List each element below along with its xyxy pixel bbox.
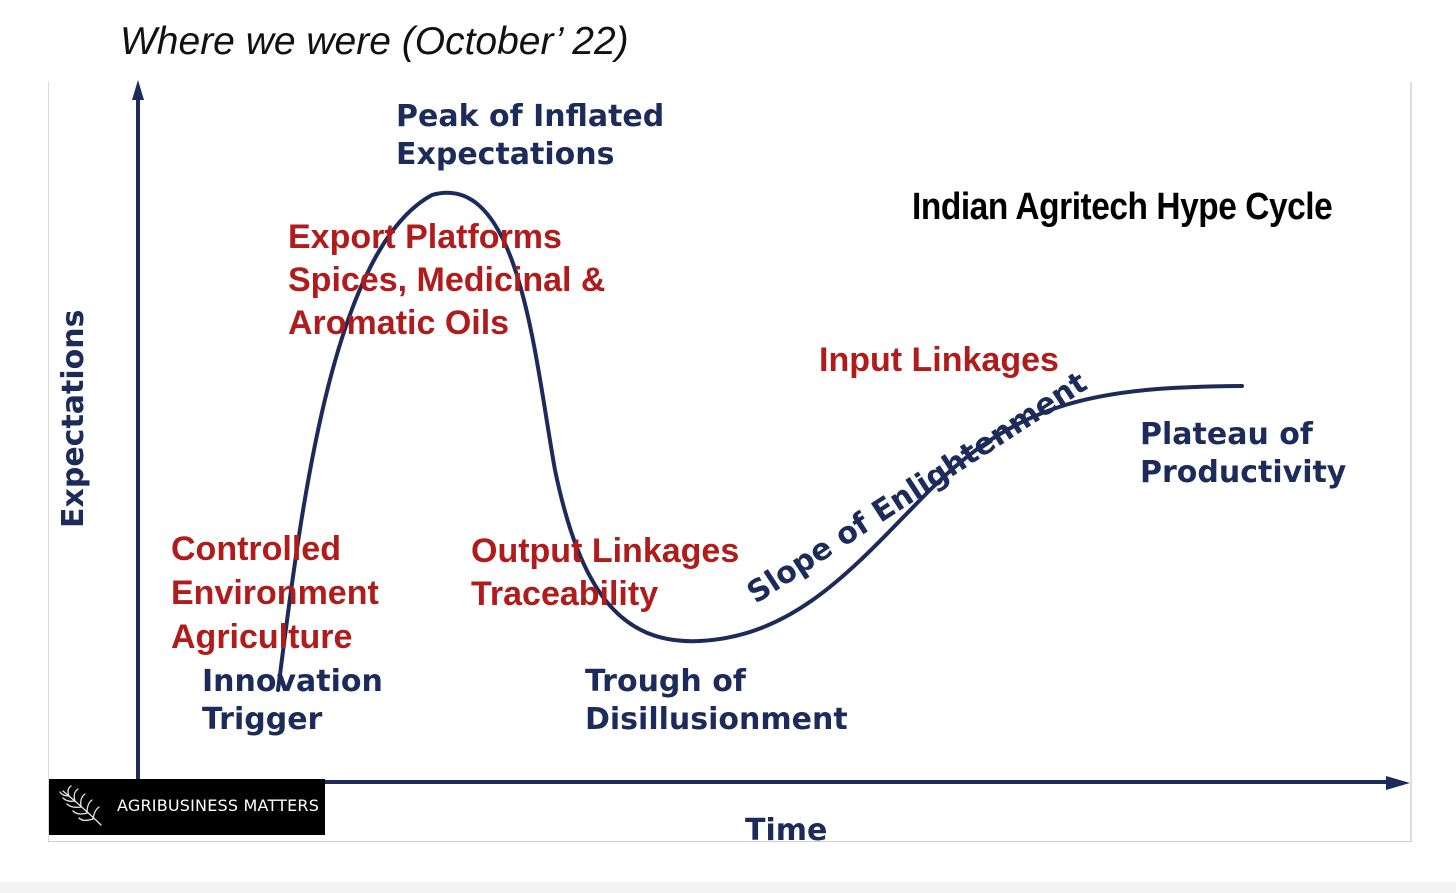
y-axis-arrowhead <box>132 80 144 100</box>
phase-trough-line-2: Disillusionment <box>585 702 848 737</box>
phase-peak-line-2: Expectations <box>396 137 615 172</box>
tech-output-linkages: Output Linkages Traceability <box>471 530 739 616</box>
x-axis-arrowhead <box>1386 776 1410 790</box>
watermark-text: AGRIBUSINESS MATTERS <box>117 796 320 815</box>
phase-plateau-line-1: Plateau of <box>1140 417 1313 452</box>
phase-plateau-line-2: Productivity <box>1140 455 1347 490</box>
tech-cea-line-3: Agriculture <box>171 618 353 656</box>
slide-heading: Where we were (October’ 22) <box>120 20 629 63</box>
tech-export-line-3: Aromatic Oils <box>288 304 510 342</box>
tech-controlled-environment: Controlled Environment Agriculture <box>171 527 379 659</box>
phase-innovation-line-2: Trigger <box>202 702 323 737</box>
hype-curve <box>276 190 1244 692</box>
tech-export-platforms: Export Platforms Spices, Medicinal & Aro… <box>288 216 605 345</box>
tech-cea-line-1: Controlled <box>171 530 341 568</box>
tech-export-line-2: Spices, Medicinal & <box>288 261 606 299</box>
x-axis-label: Time <box>745 813 828 848</box>
phase-innovation-trigger-label: Innovation Trigger <box>202 663 383 739</box>
tech-input-linkages: Input Linkages <box>819 341 1059 379</box>
phase-plateau-label: Plateau of Productivity <box>1140 416 1346 492</box>
bottom-band <box>0 882 1456 893</box>
agribusiness-matters-logo: AGRIBUSINESS MATTERS <box>49 779 325 835</box>
tech-cea-line-2: Environment <box>171 574 379 612</box>
phase-peak-label: Peak of Inflated Expectations <box>396 98 664 174</box>
phase-trough-line-1: Trough of <box>585 664 746 699</box>
phase-peak-line-1: Peak of Inflated <box>396 99 665 134</box>
tech-output-line-2: Traceability <box>471 575 659 613</box>
leaf-icon <box>59 785 102 826</box>
tech-output-line-1: Output Linkages <box>471 532 740 570</box>
phase-trough-label: Trough of Disillusionment <box>585 663 848 739</box>
phase-innovation-line-1: Innovation <box>202 664 383 699</box>
tech-export-line-1: Export Platforms <box>288 218 562 256</box>
diagram-frame <box>48 82 1412 842</box>
y-axis-label: Expectations <box>56 309 91 528</box>
diagram-title: Indian Agritech Hype Cycle <box>912 186 1333 228</box>
